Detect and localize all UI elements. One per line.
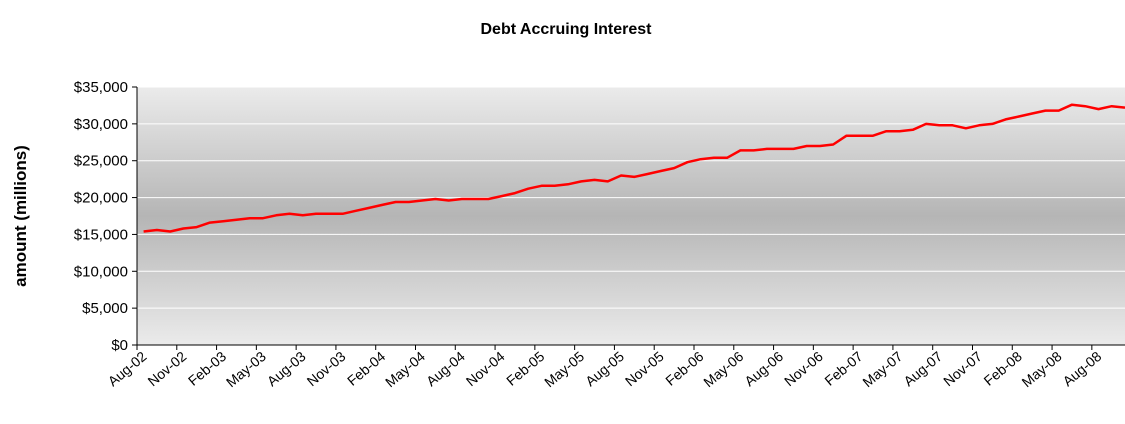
chart-title: Debt Accruing Interest bbox=[481, 21, 653, 38]
x-tick-label: Feb-06 bbox=[662, 348, 706, 389]
x-tick-label: Feb-03 bbox=[185, 348, 229, 389]
x-tick-label: Feb-05 bbox=[503, 348, 547, 389]
x-tick-label: Nov-07 bbox=[940, 348, 985, 389]
x-tick-label: Nov-02 bbox=[144, 348, 189, 389]
y-tick-label: $10,000 bbox=[74, 263, 128, 280]
x-tick-label: Aug-04 bbox=[423, 348, 468, 389]
x-tick-label: Nov-04 bbox=[463, 348, 508, 389]
x-tick-label: May-05 bbox=[541, 348, 587, 390]
x-tick-label: Nov-05 bbox=[622, 348, 667, 389]
y-axis-label: amount (millions) bbox=[11, 145, 30, 287]
y-tick-label: $20,000 bbox=[74, 190, 128, 207]
x-tick-label: May-03 bbox=[223, 348, 269, 390]
x-tick-label: Feb-04 bbox=[344, 348, 388, 389]
x-axis-ticks bbox=[136, 345, 1093, 350]
x-tick-label: Nov-06 bbox=[781, 348, 826, 389]
x-tick-label: Aug-07 bbox=[900, 348, 945, 389]
x-tick-label: May-04 bbox=[382, 348, 428, 390]
y-tick-label: $35,000 bbox=[74, 79, 128, 96]
series-line bbox=[143, 103, 1125, 233]
y-tick-label: $30,000 bbox=[74, 116, 128, 133]
gridlines bbox=[137, 86, 1125, 309]
y-tick-label: $25,000 bbox=[74, 153, 128, 170]
x-axis-tick-labels: Aug-02Nov-02Feb-03May-03Aug-03Nov-03Feb-… bbox=[105, 348, 1105, 390]
x-tick-label: Aug-08 bbox=[1060, 348, 1105, 389]
y-tick-label: $5,000 bbox=[82, 300, 128, 317]
x-tick-label: May-06 bbox=[700, 348, 746, 390]
y-tick-label: $0 bbox=[111, 337, 128, 354]
y-axis-tick-labels: $0 $5,000 $10,000 $15,000 $20,000 $25,000 $30,… bbox=[74, 79, 137, 354]
x-tick-label: Feb-07 bbox=[821, 348, 865, 389]
x-tick-label: Aug-02 bbox=[105, 348, 150, 389]
x-tick-label: Aug-06 bbox=[741, 348, 786, 389]
x-tick-label: Nov-03 bbox=[304, 348, 349, 389]
x-tick-label: May-07 bbox=[859, 348, 905, 390]
x-tick-label: Feb-08 bbox=[981, 348, 1025, 389]
x-tick-label: Aug-05 bbox=[582, 348, 627, 389]
x-tick-label: May-08 bbox=[1019, 348, 1065, 390]
x-tick-label: Aug-03 bbox=[264, 348, 309, 389]
y-tick-label: $15,000 bbox=[74, 226, 128, 243]
